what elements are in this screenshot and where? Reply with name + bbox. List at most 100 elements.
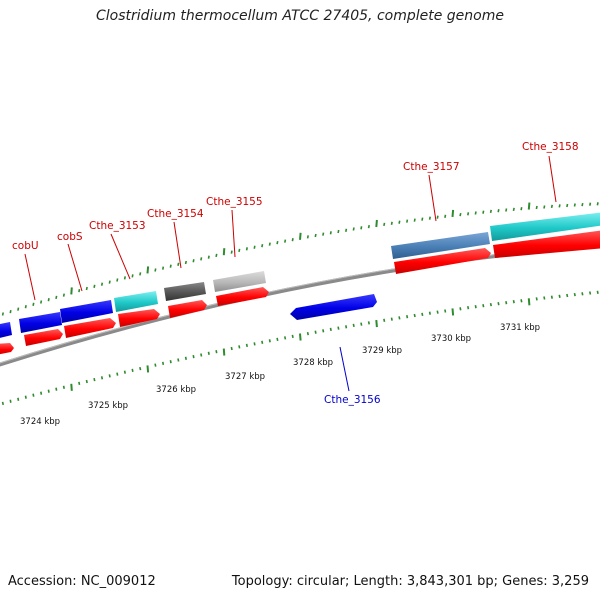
minor-tick (55, 295, 58, 300)
minor-tick (337, 326, 340, 330)
scale-label: 3731 kbp (500, 323, 540, 333)
major-tick (146, 365, 150, 373)
minor-tick (215, 253, 218, 258)
major-tick (70, 383, 73, 391)
major-tick (70, 287, 73, 295)
gene-label-cthe-3155: Cthe_3155 (206, 196, 263, 208)
minor-tick (459, 307, 462, 311)
gene-box (213, 271, 266, 292)
minor-tick (284, 239, 287, 243)
minor-tick (581, 202, 584, 207)
gene-label-cthe-3158: Cthe_3158 (522, 141, 579, 153)
minor-tick (596, 290, 599, 294)
minor-tick (177, 358, 180, 362)
minor-tick (436, 215, 439, 219)
minor-tick (520, 207, 523, 211)
minor-tick (85, 286, 88, 291)
minor-tick (78, 381, 81, 386)
minor-tick (505, 301, 508, 305)
minor-tick (238, 248, 241, 253)
minor-tick (139, 272, 142, 276)
cds-arrow (168, 300, 207, 318)
minor-tick (459, 212, 462, 217)
minor-tick (1, 312, 4, 316)
minor-tick (322, 329, 325, 333)
minor-tick (383, 222, 386, 227)
minor-tick (32, 393, 35, 397)
minor-tick (108, 280, 111, 284)
minor-tick (9, 399, 12, 403)
minor-tick (360, 322, 363, 326)
minor-tick (169, 360, 172, 364)
minor-tick (40, 391, 43, 395)
major-tick (375, 320, 378, 328)
minor-tick (85, 379, 88, 384)
minor-tick (345, 325, 348, 329)
major-tick (222, 348, 226, 356)
minor-tick (360, 226, 363, 230)
minor-tick (154, 363, 157, 367)
scale-label: 3730 kbp (431, 334, 471, 344)
leader-line (339, 346, 350, 392)
topology-text: Topology: circular; Length: 3,843,301 bp… (231, 574, 589, 589)
minor-tick (261, 244, 264, 248)
minor-tick (589, 291, 592, 295)
minor-tick (238, 345, 241, 349)
minor-tick (276, 337, 279, 342)
minor-tick (306, 331, 309, 336)
minor-tick (550, 295, 553, 299)
minor-tick (24, 395, 27, 399)
gene-box (60, 300, 113, 323)
scale-label: 3729 kbp (362, 346, 402, 356)
label-leaders (24, 155, 557, 392)
minor-tick (184, 356, 187, 360)
minor-tick (192, 259, 195, 263)
minor-tick (535, 297, 538, 301)
minor-tick (512, 300, 515, 304)
minor-tick (200, 353, 203, 357)
minor-tick (406, 315, 409, 319)
minor-tick (24, 305, 27, 309)
minor-tick (428, 311, 431, 315)
cds-arrow (118, 309, 160, 327)
minor-tick (207, 351, 210, 355)
major-tick (222, 248, 226, 256)
minor-tick (474, 211, 477, 215)
minor-tick (482, 304, 485, 308)
cds-arrow (64, 318, 116, 338)
minor-tick (337, 229, 340, 234)
minor-tick (284, 336, 287, 340)
minor-tick (436, 310, 439, 314)
gene-box (19, 312, 62, 333)
minor-tick (207, 255, 210, 259)
minor-tick (398, 316, 401, 320)
minor-tick (428, 216, 431, 220)
map-title: Clostridium thermocellum ATCC 27405, com… (96, 8, 504, 24)
minor-tick (131, 274, 134, 278)
leader-line (548, 155, 557, 203)
scale-label: 3725 kbp (88, 401, 128, 411)
minor-tick (314, 330, 317, 334)
minor-tick (306, 235, 309, 239)
major-tick (146, 266, 150, 274)
minor-tick (367, 224, 370, 229)
accession-text: Accession: NC_009012 (8, 574, 156, 589)
minor-tick (184, 260, 187, 265)
minor-tick (62, 385, 65, 389)
gene-label-cthe-3157: Cthe_3157 (403, 161, 460, 173)
minor-tick (245, 343, 248, 348)
scale-label: 3727 kbp (225, 372, 265, 382)
minor-tick (566, 203, 569, 208)
minor-tick (566, 293, 569, 298)
minor-tick (215, 350, 218, 354)
minor-tick (314, 233, 317, 238)
cds-arrow (24, 329, 63, 346)
minor-tick (497, 302, 500, 306)
minor-tick (1, 401, 4, 406)
minor-tick (467, 306, 470, 310)
minor-tick (268, 242, 271, 246)
minor-tick (322, 232, 325, 236)
minor-tick (589, 202, 592, 206)
minor-tick (550, 204, 553, 209)
scale-label: 3724 kbp (20, 417, 60, 427)
